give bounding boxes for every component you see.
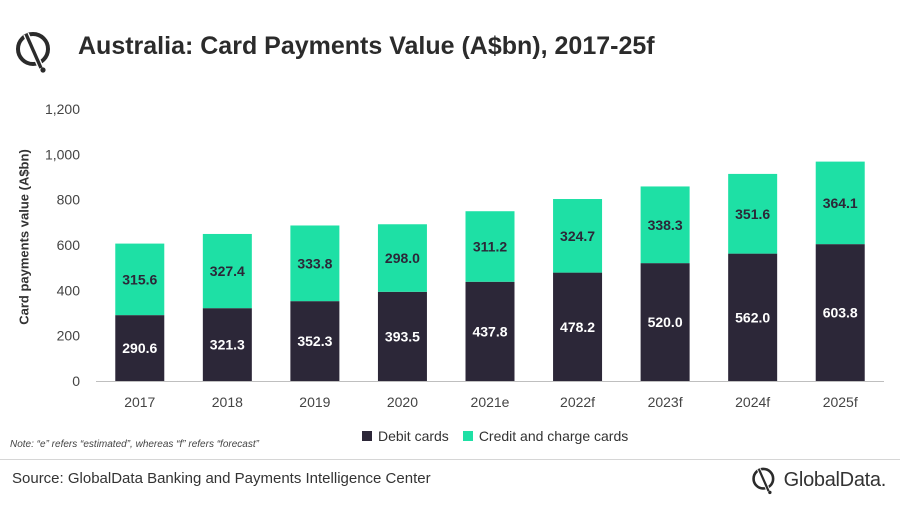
y-tick-label: 400	[57, 282, 81, 298]
data-label-debit: 562.0	[735, 309, 770, 325]
bar-credit	[465, 211, 515, 282]
data-label-credit: 315.6	[122, 271, 157, 287]
data-label-debit: 321.3	[210, 337, 245, 353]
x-tick-label: 2018	[212, 394, 243, 410]
footer-divider	[0, 459, 900, 460]
x-tick-label: 2022f	[560, 394, 595, 410]
x-tick-label: 2019	[299, 394, 330, 410]
x-tick-label: 2023f	[648, 394, 683, 410]
chart-area: 0 200 400 600 800 1,000 1,200 290.6 315.6 2017 321…	[0, 92, 900, 452]
bar-debit	[202, 308, 252, 381]
x-tick-label: 2021e	[471, 394, 510, 410]
chart-header: Australia: Card Payments Value (A$bn), 2…	[0, 0, 900, 90]
data-label-credit: 327.4	[210, 263, 245, 279]
legend-label-credit: Credit and charge cards	[478, 428, 629, 444]
y-tick-label: 0	[72, 373, 80, 389]
legend-label-debit: Debit cards	[378, 428, 449, 444]
x-tick-label: 2017	[124, 394, 155, 410]
y-tick-label: 1,200	[45, 101, 80, 117]
legend-swatch-credit	[462, 431, 473, 441]
x-tick-label: 2025f	[823, 394, 858, 410]
data-label-debit: 603.8	[823, 305, 858, 321]
data-label-debit: 393.5	[385, 328, 420, 344]
data-label-debit: 290.6	[122, 340, 157, 356]
legend-item-credit: Credit and charge cards	[462, 428, 629, 444]
bar-credit	[115, 243, 165, 316]
footnote: Note: “e” refers “estimated”, whereas “f…	[10, 439, 259, 450]
data-label-credit: 324.7	[560, 228, 595, 244]
bar-debit	[640, 263, 690, 381]
bar-debit	[290, 301, 340, 381]
y-tick-label: 1,000	[45, 146, 80, 162]
data-label-credit: 298.0	[385, 250, 420, 266]
globaldata-logo-icon	[16, 32, 50, 73]
data-label-debit: 352.3	[297, 333, 332, 349]
bar-credit	[728, 173, 778, 254]
y-tick-label: 600	[57, 237, 81, 253]
data-label-debit: 520.0	[648, 314, 683, 330]
legend-item-debit: Debit cards	[362, 428, 449, 444]
bar-credit	[640, 186, 690, 264]
data-label-credit: 338.3	[648, 217, 683, 233]
bar-credit	[815, 161, 865, 245]
bar-debit	[115, 315, 165, 381]
data-label-credit: 351.6	[735, 206, 770, 222]
data-label-credit: 364.1	[823, 195, 858, 211]
bar-credit	[553, 199, 603, 273]
data-label-debit: 478.2	[560, 319, 595, 335]
brand-name: GlobalData.	[783, 468, 887, 491]
globaldata-brand-icon	[751, 467, 775, 495]
legend-swatch-debit	[362, 431, 372, 441]
data-label-credit: 311.2	[473, 238, 507, 254]
bar-debit	[553, 272, 603, 381]
bar-debit	[728, 253, 778, 381]
bar-credit	[290, 225, 340, 302]
bar-credit	[202, 233, 252, 309]
source-text: Source: GlobalData Banking and Payments …	[12, 470, 431, 487]
y-tick-label: 200	[57, 328, 81, 344]
stacked-bar-chart: 0 200 400 600 800 1,000 1,200 290.6 315.6 2017 321…	[45, 101, 884, 410]
bar-debit	[815, 244, 865, 381]
bar-debit	[377, 291, 427, 381]
chart-title: Australia: Card Payments Value (A$bn), 2…	[78, 32, 655, 60]
brand-logo: GlobalData.	[750, 464, 886, 496]
legend: Debit cards Credit and charge cards	[362, 427, 642, 445]
bar-debit	[465, 281, 515, 381]
x-tick-label: 2024f	[735, 394, 770, 410]
x-tick-label: 2020	[387, 394, 418, 410]
bar-credit	[377, 224, 427, 292]
y-tick-label: 800	[57, 192, 81, 208]
data-label-credit: 333.8	[297, 255, 332, 271]
data-label-debit: 437.8	[472, 323, 507, 339]
